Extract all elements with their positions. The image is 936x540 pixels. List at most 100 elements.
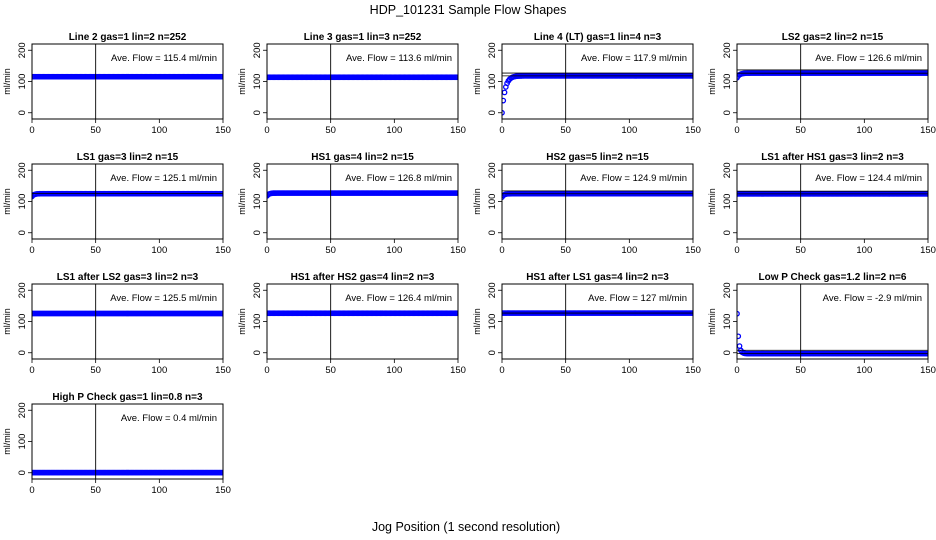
x-tick-label: 50 (325, 125, 336, 136)
x-tick-label: 100 (621, 125, 637, 136)
avg-label: Ave. Flow = 125.5 ml/min (110, 293, 217, 304)
x-tick-label: 150 (450, 125, 466, 136)
x-tick-label: 100 (386, 125, 402, 136)
x-tick-label: 100 (151, 365, 167, 376)
x-tick-label: 150 (920, 245, 936, 256)
y-tick-label: 0 (722, 350, 733, 355)
y-axis-label: ml/min (472, 68, 482, 95)
avg-label: Ave. Flow = 126.6 ml/min (815, 53, 922, 64)
x-tick-label: 0 (734, 245, 739, 256)
avg-label: Ave. Flow = 125.1 ml/min (110, 173, 217, 184)
figure-xlabel: Jog Position (1 second resolution) (372, 520, 560, 534)
panel-title: Line 3 gas=1 lin=3 n=252 (304, 32, 422, 43)
y-tick-label: 100 (722, 314, 733, 330)
y-tick-label: 100 (487, 194, 498, 210)
panel-9: HS1 after HS2 gas=4 lin=2 n=3 Ave. Flow =… (237, 272, 466, 376)
y-axis-label: ml/min (472, 188, 482, 215)
y-tick-label: 100 (252, 314, 263, 330)
x-tick-label: 50 (560, 365, 571, 376)
x-tick-label: 100 (856, 245, 872, 256)
data-point (737, 333, 742, 340)
x-tick-label: 50 (795, 125, 806, 136)
y-tick-label: 200 (487, 42, 498, 58)
avg-label: Ave. Flow = 127 ml/min (588, 293, 687, 304)
x-tick-label: 50 (795, 245, 806, 256)
x-tick-label: 100 (621, 365, 637, 376)
panel-title: LS2 gas=2 lin=2 n=15 (782, 32, 884, 43)
x-tick-label: 150 (685, 365, 701, 376)
y-axis-label: ml/min (2, 308, 12, 335)
y-tick-label: 0 (487, 110, 498, 115)
panel-12: High P Check gas=1 lin=0.8 n=3 Ave. Flow … (2, 392, 231, 496)
panel-3: LS2 gas=2 lin=2 n=15 Ave. Flow = 126.6 ml… (707, 32, 936, 136)
avg-label: Ave. Flow = 126.4 ml/min (345, 293, 452, 304)
y-tick-label: 0 (252, 230, 263, 235)
panel-1: Line 3 gas=1 lin=3 n=252 Ave. Flow = 113.… (237, 32, 466, 136)
y-tick-label: 100 (252, 74, 263, 90)
y-tick-label: 100 (17, 74, 28, 90)
series-points (502, 73, 693, 116)
panel-title: Line 2 gas=1 lin=2 n=252 (69, 32, 187, 43)
y-tick-label: 200 (722, 42, 733, 58)
x-tick-label: 0 (499, 245, 504, 256)
y-axis-label: ml/min (2, 428, 12, 455)
y-axis-label: ml/min (2, 68, 12, 95)
y-tick-label: 200 (722, 162, 733, 178)
x-tick-label: 100 (151, 485, 167, 496)
y-tick-label: 100 (17, 314, 28, 330)
series-points (32, 73, 223, 80)
x-tick-label: 50 (560, 245, 571, 256)
x-tick-label: 100 (856, 365, 872, 376)
y-tick-label: 0 (17, 470, 28, 475)
panel-title: HS2 gas=5 lin=2 n=15 (546, 152, 649, 163)
y-axis-label: ml/min (707, 308, 717, 335)
x-tick-label: 50 (90, 365, 101, 376)
series-points (502, 190, 693, 200)
avg-label: Ave. Flow = 113.6 ml/min (346, 53, 452, 64)
x-tick-label: 150 (685, 125, 701, 136)
x-tick-label: 0 (499, 125, 504, 136)
y-axis-label: ml/min (472, 308, 482, 335)
series-points (267, 310, 458, 317)
panel-6: HS2 gas=5 lin=2 n=15 Ave. Flow = 124.9 ml… (472, 152, 701, 256)
x-tick-label: 150 (215, 485, 231, 496)
x-tick-label: 0 (264, 245, 269, 256)
x-tick-label: 0 (29, 125, 34, 136)
avg-label: Ave. Flow = 126.8 ml/min (345, 173, 452, 184)
x-tick-label: 150 (920, 365, 936, 376)
x-tick-label: 50 (795, 365, 806, 376)
y-tick-label: 0 (252, 350, 263, 355)
y-tick-label: 200 (17, 42, 28, 58)
panel-title: LS1 gas=3 lin=2 n=15 (77, 152, 179, 163)
data-point (737, 310, 740, 317)
series-points (267, 74, 458, 81)
series-points (32, 310, 223, 317)
x-tick-label: 0 (29, 245, 34, 256)
x-tick-label: 150 (215, 125, 231, 136)
avg-label: Ave. Flow = 124.9 ml/min (580, 173, 687, 184)
panel-title: Low P Check gas=1.2 lin=2 n=6 (759, 272, 907, 283)
x-tick-label: 50 (325, 245, 336, 256)
panel-0: Line 2 gas=1 lin=2 n=252 Ave. Flow = 115.… (2, 32, 231, 136)
x-tick-label: 50 (90, 125, 101, 136)
x-tick-label: 150 (920, 125, 936, 136)
x-tick-label: 0 (734, 365, 739, 376)
avg-label: Ave. Flow = 115.4 ml/min (111, 53, 217, 64)
y-tick-label: 100 (17, 194, 28, 210)
panel-title: HS1 gas=4 lin=2 n=15 (311, 152, 414, 163)
series-points (267, 190, 458, 199)
x-tick-label: 50 (325, 365, 336, 376)
y-axis-label: ml/min (237, 68, 247, 95)
y-tick-label: 0 (252, 110, 263, 115)
x-tick-label: 150 (685, 245, 701, 256)
y-tick-label: 0 (722, 230, 733, 235)
figure-title: HDP_101231 Sample Flow Shapes (370, 3, 567, 17)
series-points (32, 190, 223, 200)
x-tick-label: 100 (386, 245, 402, 256)
x-tick-label: 100 (856, 125, 872, 136)
x-tick-label: 50 (560, 125, 571, 136)
data-point (220, 310, 223, 317)
x-tick-label: 150 (450, 365, 466, 376)
x-tick-label: 100 (621, 245, 637, 256)
